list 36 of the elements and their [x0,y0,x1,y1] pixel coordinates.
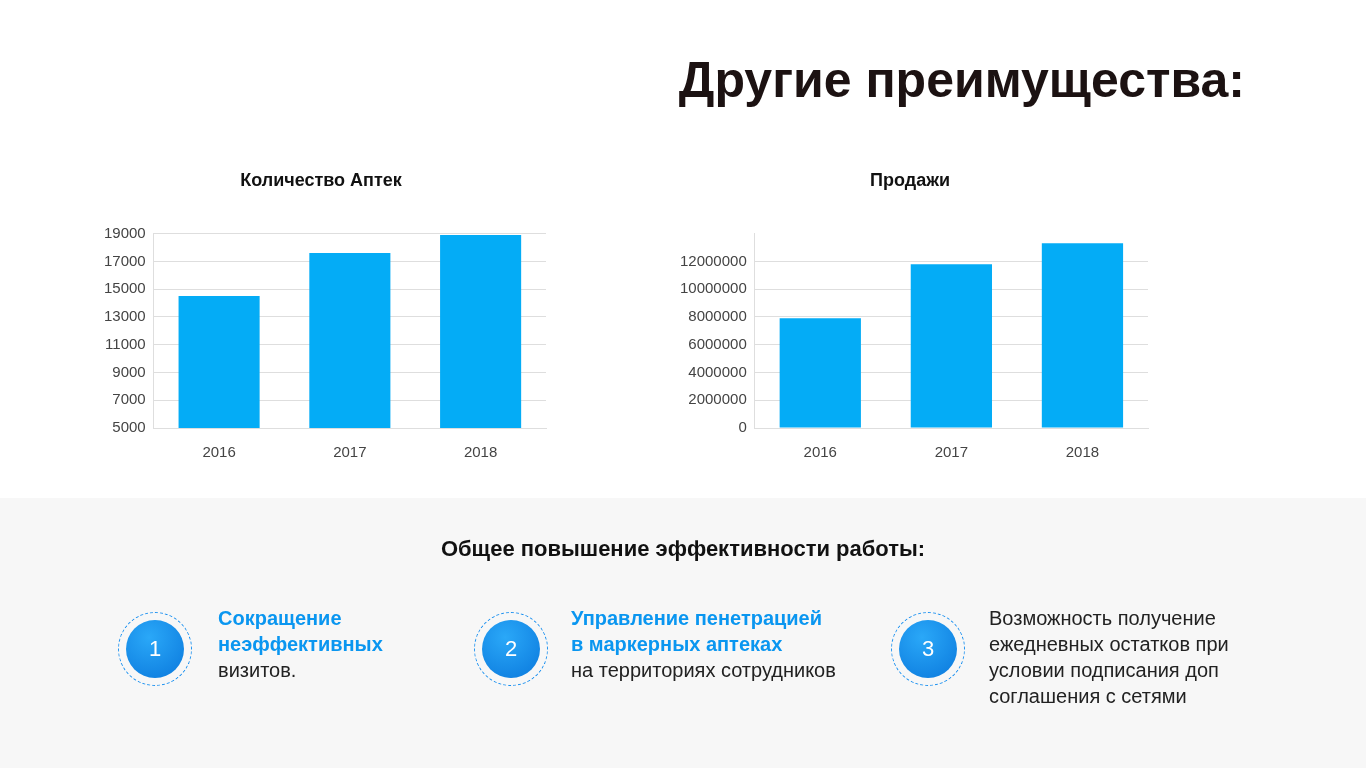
category-label: 1 [148,636,162,662]
y-tick-label: 13000 [103,307,146,325]
x-tick-label: 2017 [934,443,969,461]
y-tick-label: 2000000 [688,390,747,408]
text: Другие преимущества: [678,51,1245,110]
chart-title: Количество Аптек [240,169,403,190]
category-label: 2 [504,636,518,662]
y-tick-label: 15000 [103,279,146,297]
x-tick-label: 2016 [803,443,837,461]
y-tick-label: 8000000 [688,307,747,325]
text: Сокращение неэффективных [218,607,383,655]
x-tick-label: 2018 [463,443,498,461]
x-tick-label: 2018 [1065,443,1100,461]
text: Общее повышение эффективности работы: [439,536,927,562]
y-tick-label: 17000 [103,251,146,269]
y-tick-label: 5000 [112,418,146,436]
x-tick-label: 2016 [202,443,236,461]
bar [779,318,861,428]
category-label: 3 [921,636,935,662]
y-tick-label: 0 [738,418,747,436]
y-tick-label: 6000000 [688,334,747,352]
bar [910,264,993,428]
bar [1041,243,1124,428]
text: Управление пенетрацией в маркерных аптеках [571,607,823,655]
chart-title: Продажи [870,169,950,190]
y-tick-label: 10000000 [679,279,747,297]
text: визитов. [218,659,297,681]
y-tick-label: 9000 [112,362,146,380]
y-tick-label: 11000 [105,334,146,352]
text: на территориях сотрудников [571,659,836,681]
text: Возможность получение ежедневных остатков при условии подписания доп соглашения с сетями [989,607,1229,707]
y-tick-label: 4000000 [688,362,747,380]
y-tick-label: 12000000 [679,251,747,269]
x-tick-label: 2017 [333,443,367,461]
y-tick-label: 7000 [112,390,146,408]
y-tick-label: 19000 [103,223,146,241]
